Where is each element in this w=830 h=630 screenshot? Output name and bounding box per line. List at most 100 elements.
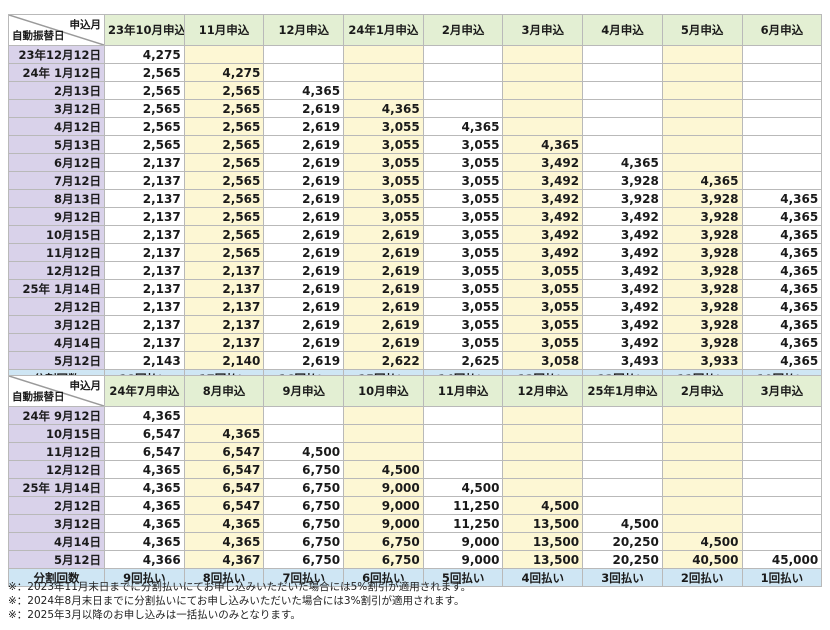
amount-cell: 3,055: [343, 171, 424, 190]
amount-cell: [661, 442, 743, 461]
amount-cell: [343, 442, 424, 461]
amount-cell: 6,547: [183, 460, 265, 479]
amount-cell: 2,143: [104, 351, 185, 370]
amount-cell: 3,055: [422, 243, 504, 262]
footnote: ※：2025年3月以降のお申し込みは一括払いのみとなります。: [8, 609, 301, 621]
amount-cell: 3,928: [661, 243, 743, 262]
row-date: 6月12日: [8, 153, 105, 172]
amount-cell: 2,137: [104, 297, 185, 316]
column-header: 24年7月申込: [104, 375, 185, 407]
amount-cell: [582, 442, 663, 461]
amount-cell: 4,365: [741, 351, 823, 370]
amount-cell: 2,565: [104, 135, 185, 154]
row-date: 2月13日: [8, 81, 105, 100]
amount-cell: 4,365: [343, 99, 424, 118]
amount-cell: [582, 406, 663, 425]
row-date: 3月12日: [8, 315, 105, 334]
amount-cell: [343, 45, 424, 64]
amount-cell: [582, 45, 663, 64]
amount-cell: 6,750: [263, 478, 345, 497]
amount-cell: [661, 424, 743, 443]
amount-cell: 6,547: [183, 478, 265, 497]
amount-cell: [661, 496, 743, 515]
installment-table-2: 申込月 自動振替日 24年7月申込 8月申込 9月申込 10月申込 11月申込 12月申込 25…: [8, 375, 823, 587]
amount-cell: 2,619: [263, 315, 345, 334]
installment-table-1: 申込月 自動振替日 23年10月申込 11月申込 12月申込 24年1月申込 2月申込 3月申…: [8, 14, 823, 388]
amount-cell: 6,750: [263, 514, 345, 533]
amount-cell: 11,250: [422, 514, 504, 533]
amount-cell: 4,500: [263, 442, 345, 461]
amount-cell: 6,750: [343, 550, 424, 569]
amount-cell: 3,933: [661, 351, 743, 370]
row-date: 4月12日: [8, 117, 105, 136]
amount-cell: 3,493: [582, 351, 663, 370]
amount-cell: 3,055: [422, 315, 504, 334]
amount-cell: [582, 496, 663, 515]
amount-cell: 3,492: [582, 297, 663, 316]
amount-cell: [502, 81, 584, 100]
table-row: 4月12日 2,565 2,565 2,619 3,055 4,365: [8, 117, 823, 136]
amount-cell: 2,619: [343, 261, 424, 280]
table-row: 25年 1月14日 4,365 6,547 6,750 9,000 4,500: [8, 478, 823, 497]
amount-cell: 4,365: [104, 514, 185, 533]
amount-cell: 4,366: [104, 550, 185, 569]
amount-cell: 3,492: [502, 243, 584, 262]
header-corner: 申込月 自動振替日: [8, 14, 105, 46]
amount-cell: 3,492: [582, 279, 663, 298]
row-date: 11月12日: [8, 442, 105, 461]
amount-cell: [502, 99, 584, 118]
column-header: 25年1月申込: [582, 375, 663, 407]
amount-cell: [502, 442, 584, 461]
amount-cell: [502, 63, 584, 82]
amount-cell: 2,619: [263, 279, 345, 298]
amount-cell: 3,055: [343, 135, 424, 154]
amount-cell: 4,365: [104, 406, 185, 425]
amount-cell: 3,055: [422, 135, 504, 154]
amount-cell: 3,055: [502, 297, 584, 316]
amount-cell: [741, 117, 823, 136]
table-row: 2月12日 2,137 2,137 2,619 2,619 3,055 3,055 3,492…: [8, 297, 823, 316]
amount-cell: 2,619: [263, 333, 345, 352]
amount-cell: [741, 442, 823, 461]
amount-cell: [502, 406, 584, 425]
amount-cell: 3,055: [343, 189, 424, 208]
column-header: 12月申込: [502, 375, 584, 407]
amount-cell: 3,492: [582, 315, 663, 334]
row-date: 4月14日: [8, 333, 105, 352]
column-header: 2月申込: [422, 14, 504, 46]
amount-cell: [582, 63, 663, 82]
amount-cell: 3,492: [502, 153, 584, 172]
amount-cell: [741, 460, 823, 479]
amount-cell: 2,565: [104, 81, 185, 100]
amount-cell: 20,250: [582, 550, 663, 569]
table-row: 2月12日 4,365 6,547 6,750 9,000 11,250 4,500: [8, 496, 823, 515]
table-row: 6月12日 2,137 2,565 2,619 3,055 3,055 3,492 4,365: [8, 153, 823, 172]
amount-cell: [263, 45, 345, 64]
amount-cell: [661, 153, 743, 172]
amount-cell: 6,547: [104, 424, 185, 443]
amount-cell: 2,137: [104, 333, 185, 352]
amount-cell: 6,750: [263, 532, 345, 551]
table-row: 9月12日 2,137 2,565 2,619 3,055 3,055 3,492 3,492…: [8, 207, 823, 226]
corner-label-month: 申込月: [69, 19, 102, 31]
amount-cell: 2,625: [422, 351, 504, 370]
amount-cell: [422, 406, 504, 425]
amount-cell: 2,137: [183, 315, 265, 334]
amount-cell: 3,492: [582, 207, 663, 226]
row-date: 25年 1月14日: [8, 279, 105, 298]
amount-cell: 4,367: [183, 550, 265, 569]
column-header: 11月申込: [422, 375, 504, 407]
table-row: 10月15日 2,137 2,565 2,619 2,619 3,055 3,492 3,49…: [8, 225, 823, 244]
amount-cell: [741, 514, 823, 533]
amount-cell: [741, 496, 823, 515]
amount-cell: [422, 81, 504, 100]
amount-cell: 6,750: [263, 460, 345, 479]
amount-cell: 4,500: [502, 496, 584, 515]
amount-cell: [502, 460, 584, 479]
row-date: 4月14日: [8, 532, 105, 551]
amount-cell: 3,055: [343, 207, 424, 226]
amount-cell: 2,565: [183, 81, 265, 100]
amount-cell: 2,565: [183, 99, 265, 118]
table-row: 3月12日 2,565 2,565 2,619 4,365: [8, 99, 823, 118]
amount-cell: 2,622: [343, 351, 424, 370]
